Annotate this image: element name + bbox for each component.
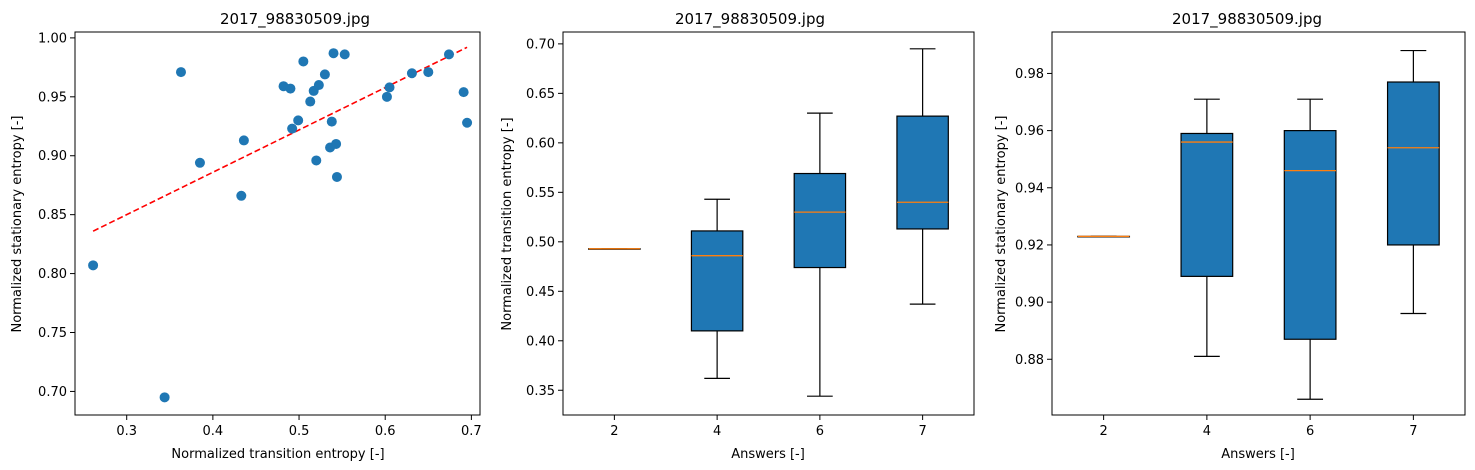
scatter-point xyxy=(384,82,395,93)
scatter-y-tick-label: 0.85 xyxy=(38,208,67,223)
stationary-boxplot-x-tick-label: 4 xyxy=(1203,424,1211,439)
scatter-panel: 2017_98830509.jpg 0.3 0.4 0.5 0.6 0.7 0.70 0.7… xyxy=(10,10,482,462)
scatter-point xyxy=(238,135,249,146)
scatter-point xyxy=(293,115,304,126)
stationary-boxplot-box xyxy=(1180,132,1234,277)
transition-boxplot-box xyxy=(896,115,949,230)
scatter-point xyxy=(319,69,330,80)
stationary-boxplot-y-tick-label: 0.96 xyxy=(1015,124,1044,139)
transition-boxplot-y-tick-label: 0.60 xyxy=(526,136,555,151)
transition-boxplot-x-tick-label: 7 xyxy=(918,424,926,439)
transition-boxplot-box xyxy=(793,172,847,269)
scatter-point xyxy=(462,117,473,128)
stationary-boxplot-y-tick-label: 0.94 xyxy=(1015,181,1044,196)
stationary-boxplot-marks xyxy=(1077,49,1440,400)
scatter-y-tick-label: 0.90 xyxy=(38,149,67,164)
scatter-point xyxy=(285,83,296,94)
transition-boxplot-x-axis-label: Answers [-] xyxy=(731,447,805,462)
transition-boxplot-x-tick-label: 4 xyxy=(713,424,721,439)
scatter-frame xyxy=(74,31,481,416)
scatter-x-tick-label: 0.3 xyxy=(116,424,137,439)
scatter-y-tick-label: 0.95 xyxy=(38,90,67,105)
transition-boxplot-panel: 2017_98830509.jpg 0.350.400.450.500.550.… xyxy=(500,10,975,462)
transition-boxplot-y-tick-label: 0.50 xyxy=(526,235,555,250)
scatter-point xyxy=(298,56,309,67)
scatter-x-tick-label: 0.4 xyxy=(203,424,224,439)
scatter-point xyxy=(311,155,322,166)
transition-boxplot-ticks: 0.35 0.40 0.45 0.50 0.55 0.60 0.65 0.70 2 4 6 7 xyxy=(526,37,927,439)
scatter-point xyxy=(381,91,392,102)
scatter-point xyxy=(159,392,170,403)
scatter-point xyxy=(331,138,342,149)
stationary-boxplot-y-tick-label: 0.88 xyxy=(1015,353,1044,368)
scatter-point xyxy=(175,67,186,78)
stationary-boxplot-y-tick-label: 0.98 xyxy=(1015,67,1044,82)
scatter-y-tick-label: 0.75 xyxy=(38,326,67,341)
scatter-x-axis-label: Normalized transition entropy [-] xyxy=(171,447,384,462)
transition-boxplot-frame xyxy=(562,31,975,416)
scatter-point xyxy=(313,80,324,91)
transition-boxplot-y-tick-label: 0.40 xyxy=(526,334,555,349)
stationary-boxplot-y-tick-label: 0.92 xyxy=(1015,238,1044,253)
scatter-y-tick-label: 0.70 xyxy=(38,385,67,400)
transition-boxplot-x-tick-label: 6 xyxy=(816,424,824,439)
transition-boxplot-y-tick-label: 0.35 xyxy=(526,384,555,399)
stationary-boxplot-frame xyxy=(1051,31,1466,416)
stationary-boxplot-x-axis-label: Answers [-] xyxy=(1221,447,1295,462)
stationary-boxplot-x-tick-label: 2 xyxy=(1099,424,1107,439)
scatter-title: 2017_98830509.jpg xyxy=(220,10,370,29)
scatter-ticks: 0.3 0.4 0.5 0.6 0.7 0.70 0.75 0.80 0.85 0.90 0.95 1… xyxy=(38,31,482,439)
transition-boxplot-title: 2017_98830509.jpg xyxy=(675,10,825,29)
transition-boxplot-y-tick-label: 0.65 xyxy=(526,87,555,102)
stationary-boxplot-x-tick-label: 7 xyxy=(1409,424,1417,439)
stationary-boxplot-y-axis-label: Normalized stationary entropy [-] xyxy=(994,116,1009,333)
transition-boxplot-marks xyxy=(588,48,949,397)
scatter-point xyxy=(458,87,469,98)
scatter-point xyxy=(287,123,298,134)
scatter-point xyxy=(423,67,434,78)
transition-boxplot-y-tick-label: 0.45 xyxy=(526,285,555,300)
scatter-point xyxy=(328,48,339,59)
scatter-x-tick-label: 0.6 xyxy=(375,424,396,439)
scatter-point xyxy=(406,68,417,79)
stationary-boxplot-box xyxy=(1283,130,1337,340)
stationary-boxplot-box xyxy=(1386,81,1440,246)
scatter-point xyxy=(88,260,99,271)
scatter-x-tick-label: 0.5 xyxy=(289,424,310,439)
scatter-point xyxy=(236,190,247,201)
scatter-point xyxy=(443,49,454,60)
regression-line xyxy=(92,46,468,232)
transition-boxplot-x-tick-label: 2 xyxy=(610,424,618,439)
stationary-boxplot-panel: 2017_98830509.jpg 0.880.900.920.940.960.… xyxy=(994,10,1466,462)
scatter-y-axis-label: Normalized stationary entropy [-] xyxy=(10,116,25,333)
scatter-y-tick-label: 0.80 xyxy=(38,267,67,282)
stationary-boxplot-ticks: 0.88 0.90 0.92 0.94 0.96 0.98 2 4 6 7 xyxy=(1015,67,1417,439)
scatter-y-tick-label: 1.00 xyxy=(38,31,67,46)
scatter-marks xyxy=(88,46,473,403)
transition-boxplot-y-tick-label: 0.55 xyxy=(526,186,555,201)
scatter-point xyxy=(326,116,337,127)
stationary-boxplot-y-tick-label: 0.90 xyxy=(1015,296,1044,311)
scatter-point xyxy=(331,171,342,182)
transition-boxplot-y-axis-label: Normalized transition entropy [-] xyxy=(500,117,515,330)
transition-boxplot-box xyxy=(690,230,744,332)
scatter-point xyxy=(339,49,350,60)
scatter-point xyxy=(194,157,205,168)
stationary-boxplot-title: 2017_98830509.jpg xyxy=(1172,10,1322,29)
scatter-point xyxy=(305,96,316,107)
stationary-boxplot-x-tick-label: 6 xyxy=(1306,424,1314,439)
scatter-x-tick-label: 0.7 xyxy=(461,424,482,439)
transition-boxplot-y-tick-label: 0.70 xyxy=(526,37,555,52)
